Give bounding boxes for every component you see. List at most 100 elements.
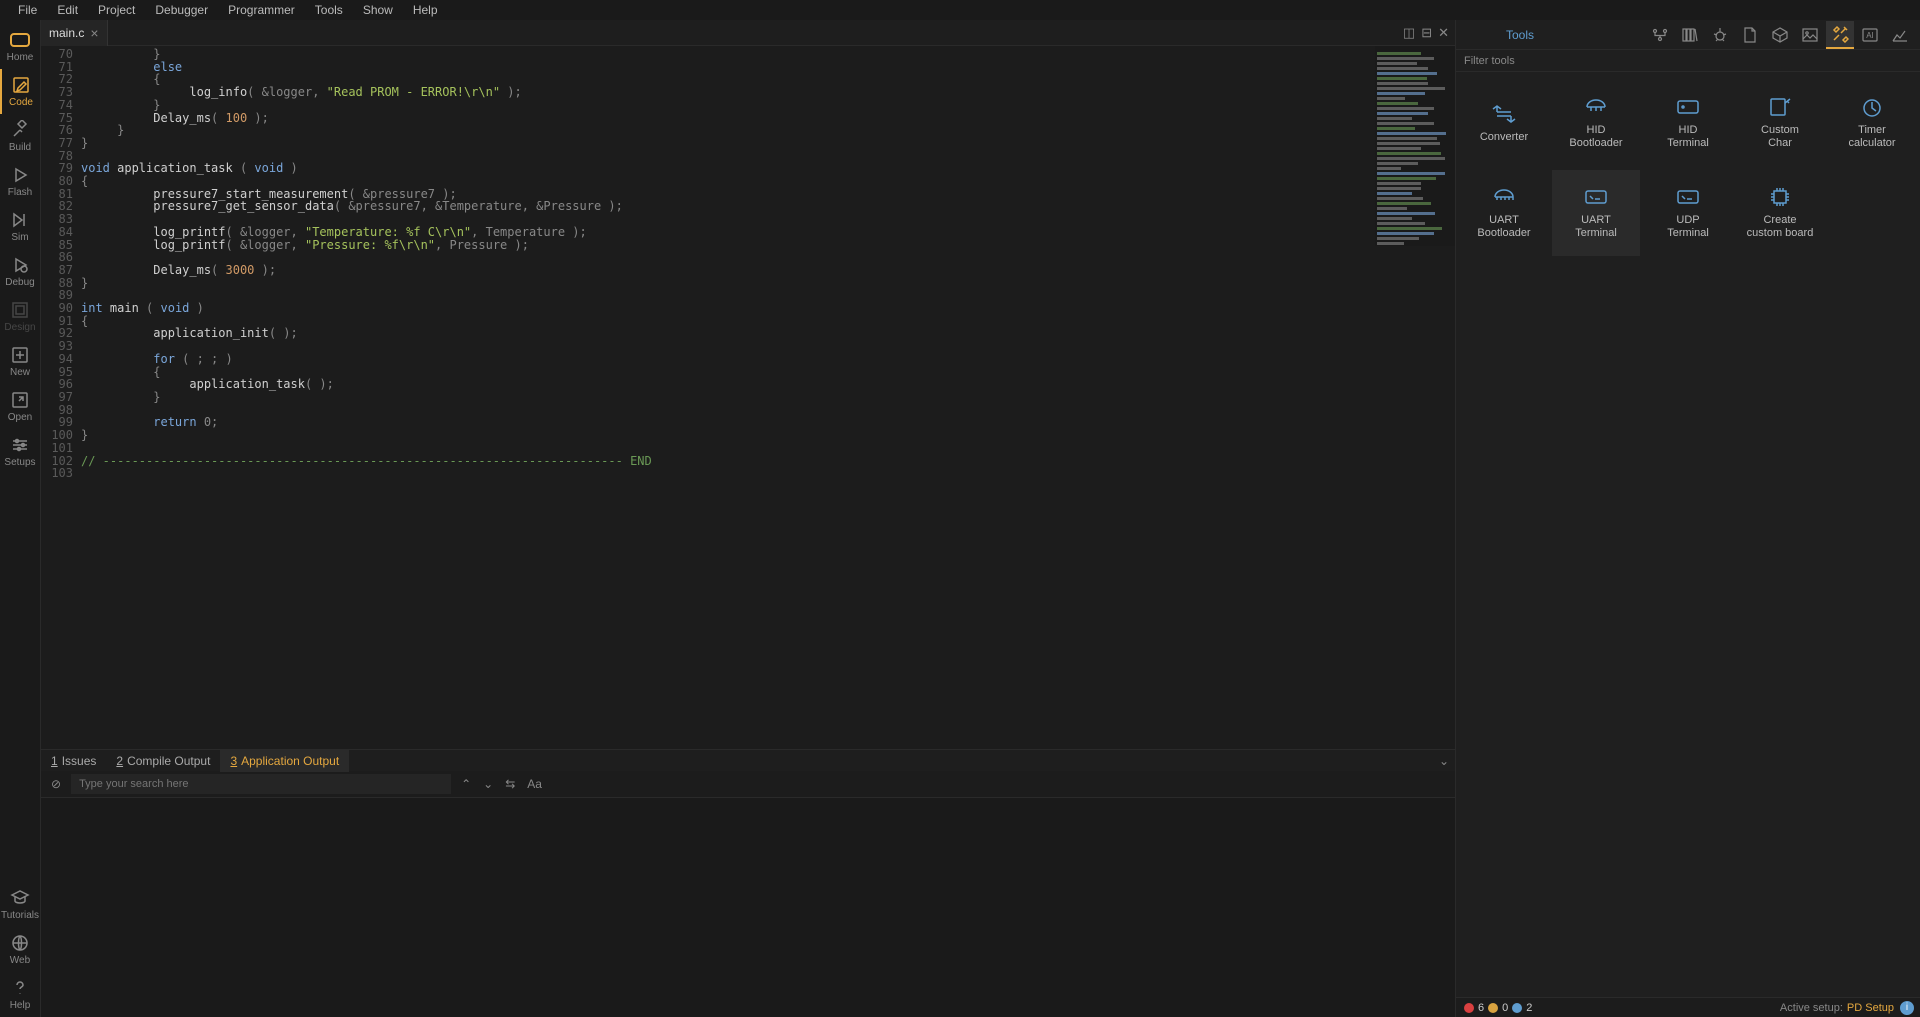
menu-show[interactable]: Show — [353, 3, 403, 17]
sidebar-item-web[interactable]: Web — [0, 927, 40, 972]
package-icon[interactable] — [1766, 21, 1794, 49]
uartboot-icon — [1490, 186, 1518, 208]
menu-file[interactable]: File — [8, 3, 47, 17]
tool-label: Converter — [1480, 131, 1528, 144]
menu-programmer[interactable]: Programmer — [218, 3, 305, 17]
split-horizontal-icon[interactable]: ◫ — [1401, 25, 1417, 41]
info-icon[interactable]: i — [1900, 1001, 1914, 1015]
sidebar-label: Tutorials — [1, 910, 39, 921]
tab-bar-controls: ◫ ⊟ ✕ — [1401, 25, 1451, 41]
center-column: main.c × ◫ ⊟ ✕ 70 71 72 73 74 75 76 77 7… — [40, 20, 1455, 1017]
output-tab-application-output[interactable]: 3Application Output — [220, 750, 349, 772]
sidebar-item-sim[interactable]: Sim — [0, 204, 40, 249]
tool-converter[interactable]: Converter — [1460, 80, 1548, 166]
tool-label: HIDTerminal — [1667, 124, 1709, 150]
sidebar-item-design[interactable]: Design — [0, 294, 40, 339]
setup-value[interactable]: PD Setup — [1847, 1002, 1894, 1014]
sidebar-label: Web — [10, 955, 30, 966]
hidterm-icon — [1674, 96, 1702, 118]
sidebar-item-open[interactable]: Open — [0, 384, 40, 429]
sidebar-label: Setups — [4, 457, 35, 468]
sidebar-label: Help — [10, 1000, 31, 1011]
play-icon — [10, 165, 30, 185]
menu-project[interactable]: Project — [88, 3, 145, 17]
sidebar-label: Sim — [11, 232, 28, 243]
next-match-icon[interactable]: ⌄ — [481, 777, 495, 791]
close-icon[interactable]: × — [90, 25, 98, 41]
menu-tools[interactable]: Tools — [305, 3, 353, 17]
tool-hid-bootloader[interactable]: HIDBootloader — [1552, 80, 1640, 166]
collapse-icon[interactable]: ⌄ — [1439, 754, 1449, 768]
setup-label: Active setup: — [1780, 1002, 1843, 1014]
tool-uart-terminal[interactable]: UARTTerminal — [1552, 170, 1640, 256]
right-panel-icon-bar: AI — [1646, 21, 1920, 49]
sidebar-item-code[interactable]: Code — [0, 69, 40, 114]
library-icon[interactable] — [1676, 21, 1704, 49]
ai-icon[interactable]: AI — [1856, 21, 1884, 49]
document-icon[interactable] — [1736, 21, 1764, 49]
close-panel-icon[interactable]: ✕ — [1436, 25, 1451, 41]
minimap[interactable] — [1375, 46, 1455, 246]
tool-label: CustomChar — [1761, 124, 1799, 150]
tool-hid-terminal[interactable]: HIDTerminal — [1644, 80, 1732, 166]
converter-icon — [1490, 103, 1518, 125]
tool-create-custom-board[interactable]: Createcustom board — [1736, 170, 1824, 256]
sidebar-item-help[interactable]: Help — [0, 972, 40, 1017]
sidebar-item-new[interactable]: New — [0, 339, 40, 384]
tools-icon[interactable] — [1826, 21, 1854, 49]
svg-text:AI: AI — [1866, 31, 1874, 40]
sim-icon — [10, 210, 30, 230]
case-icon[interactable]: Aa — [525, 777, 544, 791]
tool-label: Createcustom board — [1747, 214, 1814, 240]
sidebar-item-home[interactable]: Home — [0, 24, 40, 69]
sidebar-label: Build — [9, 142, 31, 153]
debug-icon[interactable] — [1706, 21, 1734, 49]
sidebar-label: Home — [7, 52, 34, 63]
grad-icon — [10, 888, 30, 908]
plus-icon — [10, 345, 30, 365]
tool-custom-char[interactable]: CustomChar — [1736, 80, 1824, 166]
uartterm-icon — [1582, 186, 1610, 208]
sidebar-item-debug[interactable]: Debug — [0, 249, 40, 294]
filter-row[interactable]: Filter tools — [1456, 50, 1920, 72]
file-tab[interactable]: main.c × — [41, 20, 108, 46]
menu-debugger[interactable]: Debugger — [145, 3, 218, 17]
sidebar-label: Design — [4, 322, 35, 333]
status-bar: 6 0 2 Active setup: PD Setup i — [1456, 997, 1920, 1017]
sidebar-item-tutorials[interactable]: Tutorials — [0, 882, 40, 927]
output-tab-compile-output[interactable]: 2Compile Output — [106, 750, 220, 772]
menu-help[interactable]: Help — [403, 3, 448, 17]
folder-icon — [10, 30, 30, 50]
tools-grid: Converter HIDBootloader HIDTerminal CustomC… — [1456, 72, 1920, 264]
schematic-icon[interactable] — [1646, 21, 1674, 49]
prev-match-icon[interactable]: ⌃ — [459, 777, 473, 791]
sidebar-item-setups[interactable]: Setups — [0, 429, 40, 474]
top-menu: FileEditProjectDebuggerProgrammerToolsSh… — [0, 0, 1920, 20]
graph-icon[interactable] — [1886, 21, 1914, 49]
timer-icon — [1858, 96, 1886, 118]
status-counts[interactable]: 6 0 2 — [1462, 1002, 1532, 1014]
tool-timer-calculator[interactable]: Timercalculator — [1828, 80, 1916, 166]
editor[interactable]: 70 71 72 73 74 75 76 77 78 79 80 81 82 8… — [41, 46, 1455, 749]
menu-edit[interactable]: Edit — [47, 3, 88, 17]
regex-icon[interactable]: ⇆ — [503, 777, 517, 791]
tool-udp-terminal[interactable]: UDPTerminal — [1644, 170, 1732, 256]
tool-uart-bootloader[interactable]: UARTBootloader — [1460, 170, 1548, 256]
warning-count: 0 — [1502, 1002, 1508, 1014]
output-tab-issues[interactable]: 1Issues — [41, 750, 106, 772]
output-tabs: 1Issues2Compile Output3Application Outpu… — [41, 749, 1455, 771]
tool-label: UARTBootloader — [1477, 214, 1530, 240]
filter-label: Filter tools — [1464, 55, 1515, 67]
split-vertical-icon[interactable]: ⊟ — [1419, 25, 1434, 41]
info-count: 2 — [1526, 1002, 1532, 1014]
right-panel-title: Tools — [1506, 28, 1534, 42]
image-icon[interactable] — [1796, 21, 1824, 49]
sidebar-item-build[interactable]: Build — [0, 114, 40, 159]
search-input[interactable] — [71, 774, 451, 794]
udpterm-icon — [1674, 186, 1702, 208]
clear-icon[interactable]: ⊘ — [49, 777, 63, 791]
code-area[interactable]: } else { log_info( &logger, "Read PROM -… — [81, 46, 1455, 749]
sidebar: Home Code Build Flash Sim Debug Design New Open S… — [0, 20, 40, 1017]
sidebar-item-flash[interactable]: Flash — [0, 159, 40, 204]
sidebar-label: New — [10, 367, 30, 378]
